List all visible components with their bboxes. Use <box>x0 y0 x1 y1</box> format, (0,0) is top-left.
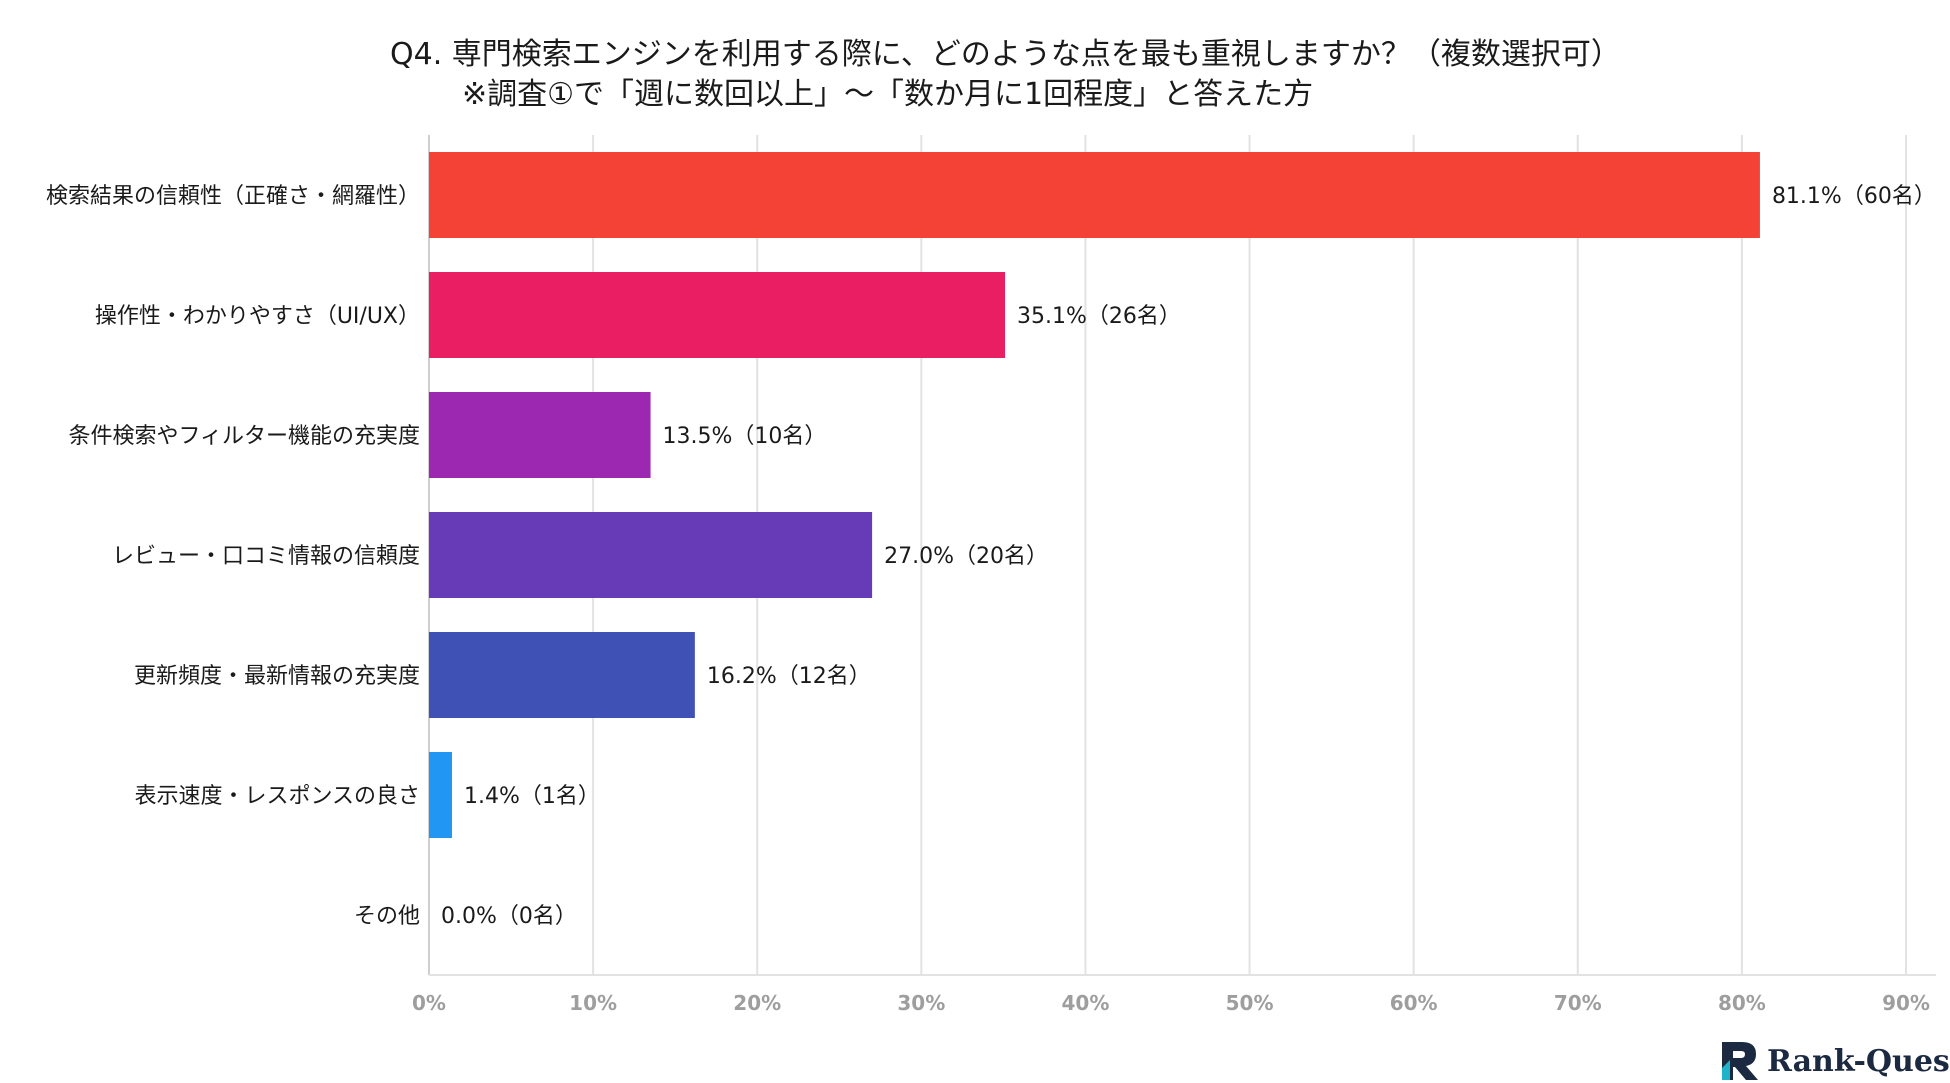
bar-4 <box>429 512 873 598</box>
x-tick-label-90: 90% <box>1882 991 1930 1015</box>
x-axis-ticks: 0% 10% 20% 30% 40% 50% 60% 70% 80% 90% <box>412 991 1930 1015</box>
bar-2 <box>429 272 1006 358</box>
chart-title-line-1: Q4. 専門検索エンジンを利用する際に、どのような点を最も重視しますか？（複数選… <box>390 37 1621 72</box>
x-tick-label-50: 50% <box>1226 991 1274 1015</box>
data-label-6: 1.4%（1名） <box>464 784 600 809</box>
data-label-4: 27.0%（20名） <box>884 544 1048 569</box>
data-label-5: 16.2%（12名） <box>707 664 871 689</box>
rank-quest-logo-icon <box>1722 1042 1758 1080</box>
data-label-7: 0.0%（0名） <box>441 904 577 929</box>
x-tick-label-20: 20% <box>733 991 781 1015</box>
category-label-2: 操作性・わかりやすさ（UI/UX） <box>95 304 420 329</box>
data-label-3: 13.5%（10名） <box>663 424 827 449</box>
x-tick-label-60: 60% <box>1390 991 1438 1015</box>
data-label-1: 81.1%（60名） <box>1772 184 1936 209</box>
bar-6 <box>429 752 452 838</box>
category-label-4: レビュー・口コミ情報の信頼度 <box>112 544 420 569</box>
x-tick-label-30: 30% <box>897 991 945 1015</box>
category-label-3: 条件検索やフィルター機能の充実度 <box>68 424 420 449</box>
bar-1 <box>429 152 1760 238</box>
category-label-1: 検索結果の信頼性（正確さ・網羅性） <box>46 184 420 209</box>
labels: 検索結果の信頼性（正確さ・網羅性） 81.1%（60名） 操作性・わかりやすさ（UI… <box>46 184 1936 929</box>
x-tick-label-40: 40% <box>1062 991 1110 1015</box>
x-tick-label-70: 70% <box>1554 991 1602 1015</box>
x-tick-label-80: 80% <box>1718 991 1766 1015</box>
x-tick-label-10: 10% <box>569 991 617 1015</box>
chart-title: Q4. 専門検索エンジンを利用する際に、どのような点を最も重視しますか？（複数選… <box>390 37 1621 112</box>
bar-5 <box>429 632 695 718</box>
category-label-6: 表示速度・レスポンスの良さ <box>134 784 420 809</box>
x-tick-label-0: 0% <box>412 991 446 1015</box>
rank-quest-logo: Rank-Quest <box>1722 1042 1950 1080</box>
data-label-2: 35.1%（26名） <box>1017 304 1181 329</box>
category-label-5: 更新頻度・最新情報の充実度 <box>134 664 420 689</box>
bar-3 <box>429 392 651 478</box>
chart-subtitle: ※調査①で「週に数回以上」～「数か月に1回程度」と答えた方 <box>462 77 1313 112</box>
rank-quest-logo-text: Rank-Quest <box>1767 1044 1950 1079</box>
category-label-7: その他 <box>354 904 420 929</box>
bars <box>429 152 1760 838</box>
